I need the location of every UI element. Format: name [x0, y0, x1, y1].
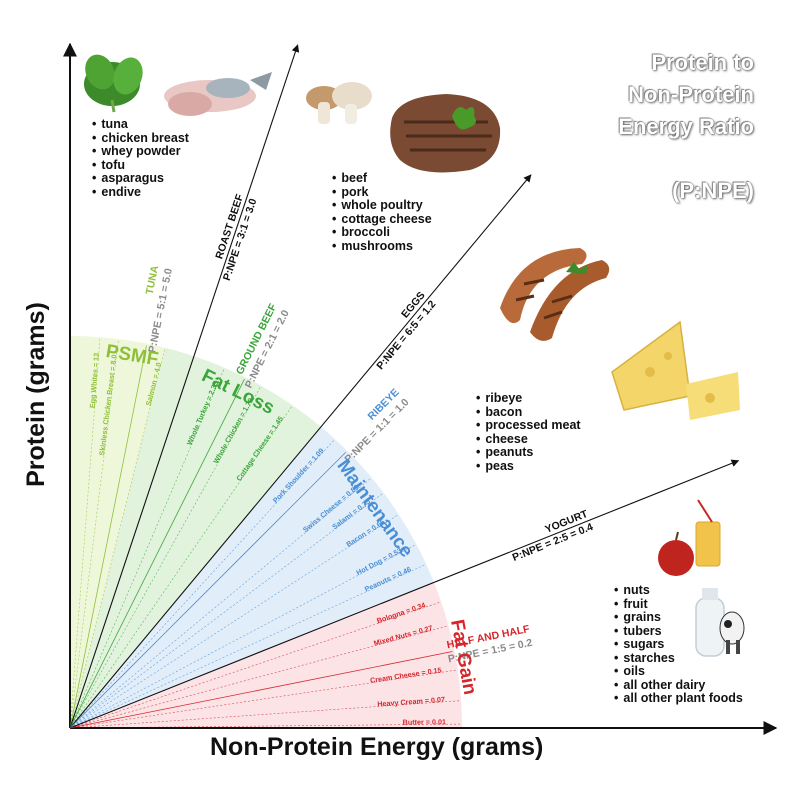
list-item: cottage cheese [332, 212, 431, 227]
list-item: sugars [614, 637, 743, 652]
fat-loss-food-list: beef pork whole poultry cottage cheese b… [332, 171, 432, 254]
list-item: nuts [614, 583, 743, 598]
x-axis-label: Non-Protein Energy (grams) [210, 733, 544, 761]
zone-maintenance [70, 426, 434, 728]
ratio-line [69, 174, 532, 729]
list-item: beef [332, 171, 432, 186]
maintenance-food-list: ribeye bacon processed meat cheese peanu… [476, 391, 581, 474]
list-item: chicken breast [92, 131, 189, 146]
list-item: pork [332, 185, 432, 200]
y-axis-label: Protein (grams) [21, 302, 50, 487]
fan-line [69, 515, 398, 729]
list-item: oils [614, 664, 743, 679]
list-item: whey powder [92, 144, 189, 159]
list-item: bacon [476, 405, 581, 420]
list-item: endive [92, 185, 189, 200]
fan-line [69, 339, 101, 729]
fan-item-label: Egg Whites = 13 [88, 353, 101, 409]
fan-line [69, 626, 447, 729]
steak-image [390, 94, 501, 173]
list-item: grains [614, 610, 743, 625]
fan-line [69, 669, 456, 729]
fat-gain-food-list: nuts fruit grains tubers sugars starches… [614, 583, 743, 706]
list-item: starches [614, 651, 743, 666]
fan-item-label: Butter = 0.01 [403, 717, 446, 726]
list-item: tofu [92, 158, 189, 173]
mushroom-image [306, 82, 372, 124]
fan-line [69, 349, 165, 729]
list-item: broccoli [332, 225, 432, 240]
list-item: fruit [614, 597, 743, 612]
list-item: all other plant foods [614, 691, 742, 706]
list-item: peanuts [476, 445, 581, 460]
fan-line [69, 545, 415, 729]
fan-line [69, 406, 292, 729]
zone-fat-gain [70, 582, 462, 728]
ratio-line [69, 44, 300, 729]
ratio-line [69, 459, 740, 729]
fish-image [164, 72, 272, 116]
chart-title-line-3: Energy Ratio [618, 114, 754, 139]
zone-psmf [70, 336, 166, 728]
fan-line [69, 564, 425, 729]
sausage-image [500, 248, 610, 341]
fan-line [69, 493, 383, 729]
list-item: mushrooms [332, 239, 432, 254]
fan-line [69, 602, 440, 729]
apple-juice-image [658, 499, 721, 576]
ratio-food-label: TUNA [144, 264, 162, 295]
chart-title-line-2: Non-Protein [628, 82, 754, 107]
ratio-line [69, 451, 347, 729]
list-item: ribeye [476, 391, 581, 406]
list-item: whole poultry [332, 198, 432, 213]
ratio-line [69, 378, 245, 729]
spinach-image [84, 54, 143, 113]
list-item: asparagus [92, 171, 189, 186]
chart-title-abbrev: (P:NPE) [672, 178, 754, 203]
ratio-line [69, 345, 147, 729]
list-item: processed meat [476, 418, 580, 433]
fan-line [69, 340, 119, 729]
list-item: tuna [92, 117, 189, 132]
chart-title-line-1: Protein to [651, 50, 754, 75]
ratio-line [69, 651, 453, 729]
list-item: all other dairy [614, 678, 743, 693]
fan-line [69, 478, 371, 729]
fan-line [69, 700, 460, 729]
list-item: cheese [476, 432, 581, 447]
fan-line [69, 369, 225, 729]
cheese-image [611, 320, 740, 420]
fan-line [69, 440, 334, 729]
zone-fat-loss [70, 347, 321, 728]
list-item: peas [476, 459, 581, 474]
psmf-food-list: tuna chicken breast whey powder tofu asp… [92, 117, 189, 200]
list-item: tubers [614, 624, 743, 639]
fan-line [69, 387, 261, 729]
